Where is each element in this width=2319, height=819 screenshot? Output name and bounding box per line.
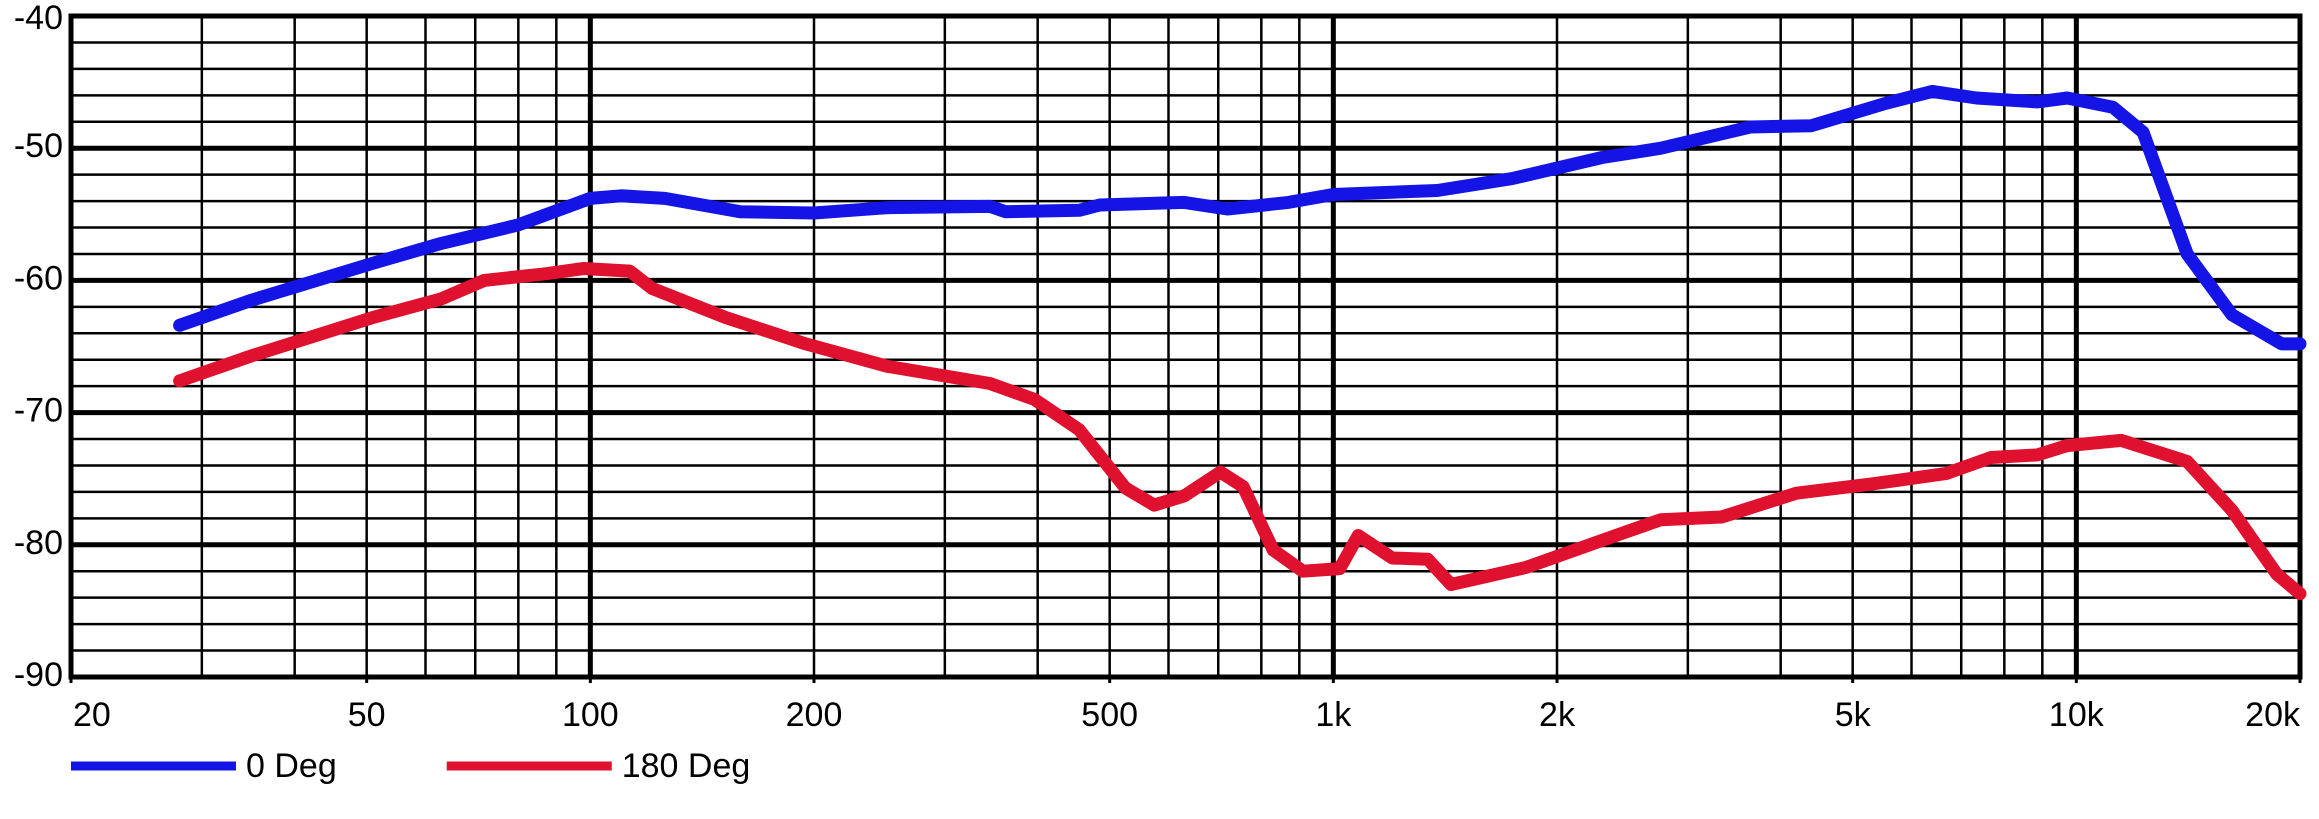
y-tick-label: -40 (14, 0, 63, 37)
series-line (173, 262, 2307, 601)
legend-label: 0 Deg (246, 747, 337, 785)
y-tick-label: -50 (14, 127, 63, 165)
x-tick-label: 2k (1539, 696, 1576, 734)
x-tick-label: 200 (786, 696, 843, 734)
x-tick-label: 500 (1081, 696, 1138, 734)
x-tick-label: 20 (73, 696, 111, 734)
x-tick-label: 100 (562, 696, 619, 734)
x-tick-label: 20k (2245, 696, 2301, 734)
y-tick-label: -90 (14, 656, 63, 694)
y-tick-label: -70 (14, 392, 63, 430)
y-tick-label: -60 (14, 259, 63, 297)
x-tick-label: 1k (1315, 696, 1352, 734)
x-tick-label: 50 (348, 696, 386, 734)
y-tick-label: -80 (14, 524, 63, 562)
series-line (173, 84, 2307, 351)
x-tick-label: 10k (2049, 696, 2105, 734)
legend-label: 180 Deg (622, 747, 751, 785)
plot-frame (68, 13, 2303, 680)
x-tick-label: 5k (1835, 696, 1872, 734)
